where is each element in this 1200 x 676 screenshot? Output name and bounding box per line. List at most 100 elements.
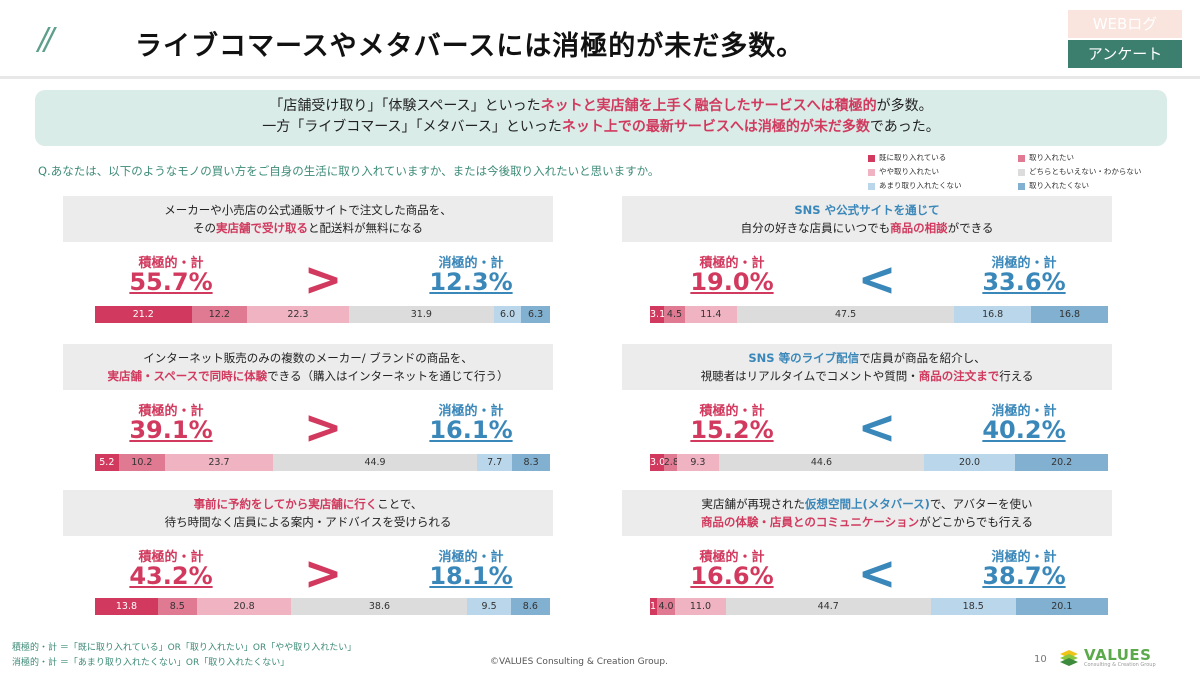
summary-text-segment: 「店舗受け取り」「体験スペース」といった xyxy=(269,98,541,114)
data-label: 9.3 xyxy=(690,457,706,468)
bar-segment: 38.6 xyxy=(291,598,468,615)
stacked-bar: 5.2 10.2 23.7 44.9 7.7 8.3 xyxy=(95,454,550,471)
positive-total-label: 積極的・計 xyxy=(699,550,765,565)
negative-total-label: 消極的・計 xyxy=(991,550,1057,565)
legend-swatch xyxy=(868,154,875,162)
bar-segment: 6.0 xyxy=(493,306,522,323)
panel-question: 事前に予約をしてから実店舗に行くことで、待ち時間なく店員による案内・アドバイスを… xyxy=(63,490,553,536)
negative-total-label: 消極的・計 xyxy=(991,404,1057,419)
bar-segment: 23.7 xyxy=(165,454,273,471)
bar-segment: 9.5 xyxy=(467,598,511,615)
data-label: 9.5 xyxy=(481,601,497,612)
legend-label: 既に取り入れている xyxy=(879,153,947,162)
summary-text-segment: 一方「ライブコマース」「メタバース」といった xyxy=(262,119,562,135)
footnote-positive-definition: 積極的・計 ＝「既に取り入れている」OR「取り入れたい」OR「やや取り入れたい」 xyxy=(12,643,357,653)
panel-question-line-2: 商品の体験・店員とのコミュニケーションがどこからでも行える xyxy=(622,513,1112,531)
question-text-segment: 自分の好きな店員にいつでも xyxy=(740,221,891,235)
summary-text-segment: が多数。 xyxy=(876,98,933,114)
positive-total-label: 積極的・計 xyxy=(138,550,204,565)
data-label: 23.7 xyxy=(208,457,230,468)
header-divider xyxy=(0,76,1200,79)
panel-question-line-1: 事前に予約をしてから実店舗に行くことで、 xyxy=(63,495,553,513)
comparison-sign: < xyxy=(857,252,897,306)
bar-segment: 31.9 xyxy=(348,306,494,323)
positive-total-value: 19.0% xyxy=(690,268,774,296)
bar-segment: 11.0 xyxy=(675,598,726,615)
bar-segment: 11.4 xyxy=(684,306,737,323)
legend-swatch xyxy=(868,182,875,190)
chart-panel-6: 実店舗が再現された仮想空間上(メタバース)で、アバターを使い 商品の体験・店員との… xyxy=(622,490,1112,630)
negative-total-label: 消極的・計 xyxy=(438,550,504,565)
question-text-segment: で、アバターを使い xyxy=(929,497,1033,511)
panel-question-line-2: 待ち時間なく店員による案内・アドバイスを受けられる xyxy=(63,513,553,531)
positive-total-label: 積極的・計 xyxy=(138,256,204,271)
question-text-segment: SNS や公式サイトを通じて xyxy=(794,203,940,217)
panel-question-line-2: その実店舗で受け取ると配送料が無料になる xyxy=(63,219,553,237)
summary-text-segment: ネットと実店舗を上手く融合したサービスへは積極的 xyxy=(540,98,877,114)
bar-segment: 16.8 xyxy=(1031,306,1108,323)
data-label: 5.2 xyxy=(99,457,115,468)
legend-item: 取り入れたくない xyxy=(1018,180,1089,191)
positive-total-label: 積極的・計 xyxy=(138,404,204,419)
stacked-bar: 21.2 12.2 22.3 31.9 6.0 6.3 xyxy=(95,306,550,323)
bar-segment: 4.0 xyxy=(656,598,676,615)
stacked-bar: 3.0 2.8 9.3 44.6 20.0 20.2 xyxy=(650,454,1108,471)
bar-segment: 3.0 xyxy=(650,454,664,471)
comparison-sign: > xyxy=(303,400,343,454)
comparison-sign: > xyxy=(303,546,343,600)
question-text-segment: メーカーや小売店の公式通販サイトで注文した商品を、 xyxy=(164,203,452,217)
data-label: 21.2 xyxy=(132,309,154,320)
data-label: 8.6 xyxy=(522,601,538,612)
negative-total-value: 33.6% xyxy=(982,268,1066,296)
question-text-segment: 実店舗・スペースで同時に体験 xyxy=(107,369,268,383)
legend-item: 既に取り入れている xyxy=(868,152,946,163)
question-text-segment: 待ち時間なく店員による案内・アドバイスを受けられる xyxy=(164,515,452,529)
data-label: 13.8 xyxy=(115,601,138,612)
data-label: 18.5 xyxy=(962,601,984,612)
bar-segment: 18.5 xyxy=(930,598,1016,615)
data-label: 16.8 xyxy=(1058,309,1081,320)
data-label: 1.5 xyxy=(650,601,657,612)
legend-label: 取り入れたくない xyxy=(1029,181,1089,190)
data-label: 31.9 xyxy=(410,309,432,320)
bar-segment: 5.2 xyxy=(95,454,119,471)
chart-panel-5: 事前に予約をしてから実店舗に行くことで、待ち時間なく店員による案内・アドバイスを… xyxy=(63,490,553,630)
bar-segment: 21.2 xyxy=(95,306,192,323)
question-text-segment: 商品の相談 xyxy=(890,221,948,235)
positive-total-value: 39.1% xyxy=(129,416,213,444)
legend-label: あまり取り入れたくない xyxy=(879,181,962,190)
bar-segment: 7.7 xyxy=(477,454,513,471)
summary-line-1: 「店舗受け取り」「体験スペース」といったネットと実店舗を上手く融合したサービスへ… xyxy=(35,96,1167,117)
panel-question: SNS 等のライブ配信で店員が商品を紹介し、 視聴者はリアルタイムでコメントや質問… xyxy=(622,344,1112,390)
data-label: 44.6 xyxy=(810,457,833,468)
bar-segment: 22.3 xyxy=(247,306,349,323)
survey-tag: アンケート xyxy=(1068,40,1182,68)
summary-text-segment: であった。 xyxy=(869,119,940,135)
bar-segment: 8.6 xyxy=(510,598,550,615)
data-label: 6.3 xyxy=(528,309,544,320)
data-label: 3.0 xyxy=(650,457,664,468)
question-text-segment: 仮想空間上(メタバース) xyxy=(804,497,930,511)
comparison-sign: < xyxy=(857,546,897,600)
panel-question: メーカーや小売店の公式通販サイトで注文した商品を、その実店舗で受け取ると配送料が… xyxy=(63,196,553,242)
data-label: 4.0 xyxy=(658,601,674,612)
data-label: 11.4 xyxy=(700,309,722,320)
question-text-segment: 事前に予約をしてから実店舗に行く xyxy=(193,497,378,511)
comparison-sign: > xyxy=(303,252,343,306)
panel-question-line-1: 実店舗が再現された仮想空間上(メタバース)で、アバターを使い xyxy=(622,495,1112,513)
data-label: 3.1 xyxy=(650,309,665,320)
bar-segment: 6.3 xyxy=(521,306,550,323)
question-text-segment: その xyxy=(193,221,216,235)
footnote-negative-definition: 消極的・計 ＝「あまり取り入れたくない」OR「取り入れたくない」 xyxy=(12,658,290,668)
negative-total-value: 16.1% xyxy=(429,416,513,444)
data-label: 6.0 xyxy=(500,309,516,320)
logo-mark-icon xyxy=(1060,650,1078,666)
chart-panel-4: SNS 等のライブ配信で店員が商品を紹介し、 視聴者はリアルタイムでコメントや質問… xyxy=(622,344,1112,484)
data-label: 38.6 xyxy=(368,601,391,612)
legend-item: やや取り入れたい xyxy=(868,166,939,177)
panel-question-line-2: 実店舗・スペースで同時に体験できる（購入はインターネットを通じて行う） xyxy=(63,367,553,385)
data-label: 4.5 xyxy=(666,309,683,320)
bar-segment: 20.8 xyxy=(196,598,292,615)
legend-item: どちらともいえない・わからない xyxy=(1018,166,1141,177)
question-text-segment: がどこからでも行える xyxy=(919,515,1034,529)
